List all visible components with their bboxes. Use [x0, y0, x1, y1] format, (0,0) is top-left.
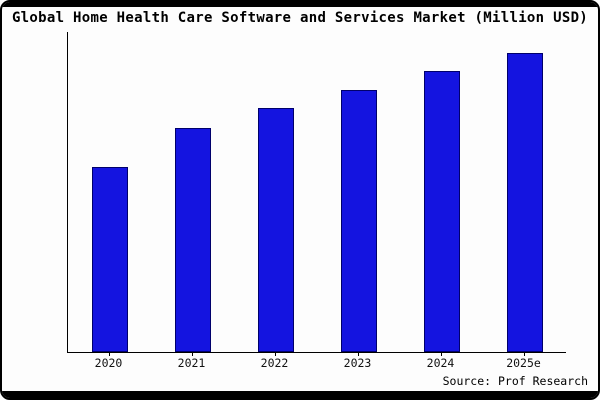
x-tick-label-2025e: 2025e: [482, 352, 565, 370]
chart-title: Global Home Health Care Software and Ser…: [11, 10, 589, 26]
bottom-border-strip: [2, 391, 598, 398]
bar-2021: [174, 128, 211, 352]
bar-slot: [234, 32, 317, 352]
x-tick-label-2023: 2023: [316, 352, 399, 370]
bar-2023: [340, 90, 377, 352]
x-tick-label-2022: 2022: [233, 352, 316, 370]
bar-slot: [68, 32, 151, 352]
bar-slot: [400, 32, 483, 352]
bar-slot: [483, 32, 566, 352]
plot-area: [67, 32, 566, 353]
x-tick-label-2024: 2024: [399, 352, 482, 370]
bar-2025e: [506, 53, 543, 352]
source-text: Source: Prof Research: [442, 374, 588, 388]
x-tick-label-2021: 2021: [150, 352, 233, 370]
top-border-strip: [2, 2, 598, 7]
bar-2020: [91, 167, 128, 352]
bar-slot: [317, 32, 400, 352]
x-axis-labels: 2020 2021 2022 2023 2024 2025e: [67, 352, 565, 370]
bar-2022: [257, 108, 294, 352]
bar-slot: [151, 32, 234, 352]
x-tick-label-2020: 2020: [67, 352, 150, 370]
bar-2024: [423, 71, 460, 352]
